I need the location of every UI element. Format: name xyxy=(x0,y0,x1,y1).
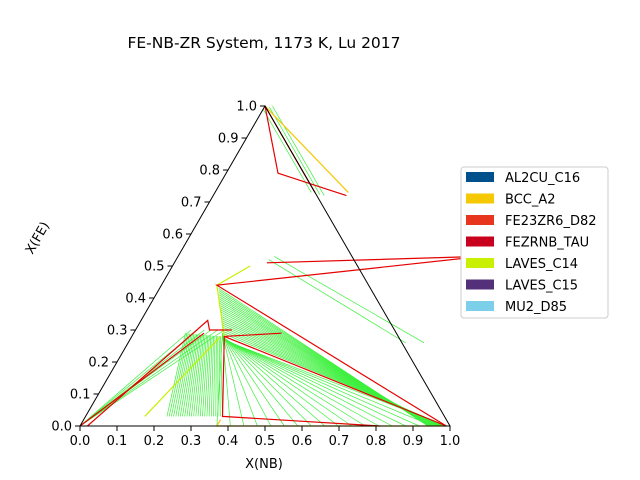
tie-line xyxy=(202,335,209,417)
phase-region-edge xyxy=(264,105,349,193)
legend-label: LAVES_C15 xyxy=(505,279,578,294)
tie-line xyxy=(269,106,321,195)
y-tick-label: 0.9 xyxy=(218,132,239,147)
tie-line xyxy=(171,333,189,417)
tie-line xyxy=(79,329,192,427)
legend-swatch xyxy=(466,172,494,182)
legend-label: AL2CU_C16 xyxy=(505,171,580,186)
phase-region-edge xyxy=(216,265,251,337)
tie-line xyxy=(222,335,312,427)
y-tick-label: 0.4 xyxy=(125,292,146,307)
y-tick-label: 0.2 xyxy=(88,356,109,371)
tie-line xyxy=(222,339,447,427)
x-tick-label: 0.4 xyxy=(218,434,239,449)
tie-line xyxy=(222,336,339,427)
tie-line xyxy=(262,109,312,193)
tie-line xyxy=(274,256,425,344)
legend-label: BCC_A2 xyxy=(505,193,556,208)
y-tick-label: 0.1 xyxy=(70,388,91,403)
phase-boundary xyxy=(221,332,380,427)
tie-line xyxy=(215,336,217,417)
tie-line xyxy=(222,335,299,427)
legend-label: MU2_D85 xyxy=(505,300,567,315)
tie-line xyxy=(199,335,207,417)
x-tick-label: 0.3 xyxy=(181,434,202,449)
legend-label: FEZRNB_TAU xyxy=(505,236,589,251)
y-axis-label: X(FE) xyxy=(23,219,53,257)
y-tick-label: 1.0 xyxy=(236,100,257,115)
tie-line xyxy=(222,333,245,427)
legend-frame xyxy=(460,166,609,319)
tie-line xyxy=(222,335,326,427)
tie-line xyxy=(213,335,216,417)
y-tick-label: 0.0 xyxy=(51,420,72,435)
x-tick-label: 0.6 xyxy=(292,434,313,449)
x-axis-label: X(NB) xyxy=(245,457,283,472)
legend-label: LAVES_C14 xyxy=(505,257,578,272)
tie-line xyxy=(195,334,205,417)
legend-swatch xyxy=(466,215,494,225)
tie-line xyxy=(197,334,206,417)
tie-line xyxy=(79,329,225,427)
tie-line xyxy=(222,336,353,427)
tie-line xyxy=(222,334,258,427)
phase-boundary xyxy=(215,255,482,427)
y-tick-label: 0.6 xyxy=(162,228,183,243)
tie-line xyxy=(222,337,393,427)
tie-line xyxy=(222,337,380,427)
legend-swatch xyxy=(466,301,494,311)
tie-line xyxy=(191,334,202,417)
tie-line xyxy=(177,333,193,417)
y-tick-label: 0.8 xyxy=(199,164,220,179)
y-tick-label: 0.3 xyxy=(107,324,128,339)
legend: AL2CU_C16 BCC_A2 FE23ZR6_D82 FEZRNB_TAU LAVE… xyxy=(460,166,609,319)
y-axis-ticks: 0.0 0.1 0.2 0.3 0.4 0.5 0.6 0.7 0.8 0.9 1.0 xyxy=(51,100,265,435)
x-tick-label: 1.0 xyxy=(440,434,461,449)
x-tick-label: 0.2 xyxy=(144,434,165,449)
x-tick-label: 0.9 xyxy=(403,434,424,449)
tie-line xyxy=(268,259,406,344)
tie-line xyxy=(206,335,212,417)
tie-line xyxy=(222,338,406,427)
tie-line xyxy=(222,338,433,427)
tie-line xyxy=(186,334,199,417)
tie-line xyxy=(222,338,420,427)
phase-region-edge xyxy=(144,335,222,417)
x-axis-ticks: 0.0 0.1 0.2 0.3 0.4 0.5 0.6 0.7 0.8 0.9 1.0 xyxy=(70,426,461,449)
tie-line xyxy=(193,334,203,417)
tie-line xyxy=(222,334,272,427)
x-tick-label: 0.0 xyxy=(70,434,91,449)
tie-line xyxy=(272,105,325,196)
tie-line xyxy=(208,335,213,417)
chart-title: FE-NB-ZR System, 1173 K, Lu 2017 xyxy=(127,34,400,52)
tie-line xyxy=(179,333,195,417)
phase-boundary xyxy=(87,319,232,427)
y-tick-label: 0.5 xyxy=(144,260,165,275)
legend-swatch xyxy=(466,193,494,204)
tie-line xyxy=(79,329,218,427)
phase-boundary xyxy=(79,332,205,427)
tie-line xyxy=(218,336,221,417)
tie-line xyxy=(211,335,214,417)
tie-line xyxy=(220,336,223,417)
tie-line xyxy=(182,334,196,417)
tie-line xyxy=(184,334,198,417)
tie-line xyxy=(188,334,200,417)
tie-line xyxy=(222,334,285,427)
tie-line xyxy=(168,333,188,417)
legend-swatch xyxy=(466,258,494,268)
x-tick-label: 0.1 xyxy=(107,434,128,449)
x-tick-label: 0.7 xyxy=(329,434,350,449)
x-tick-label: 0.8 xyxy=(366,434,387,449)
legend-swatch xyxy=(466,279,494,290)
tie-line xyxy=(222,337,366,427)
legend-label: FE23ZR6_D82 xyxy=(505,214,597,229)
phase-boundary xyxy=(224,335,447,427)
y-tick-label: 0.7 xyxy=(181,196,202,211)
x-tick-label: 0.5 xyxy=(255,434,276,449)
legend-swatch xyxy=(466,236,494,247)
phase-boundaries xyxy=(79,105,482,427)
